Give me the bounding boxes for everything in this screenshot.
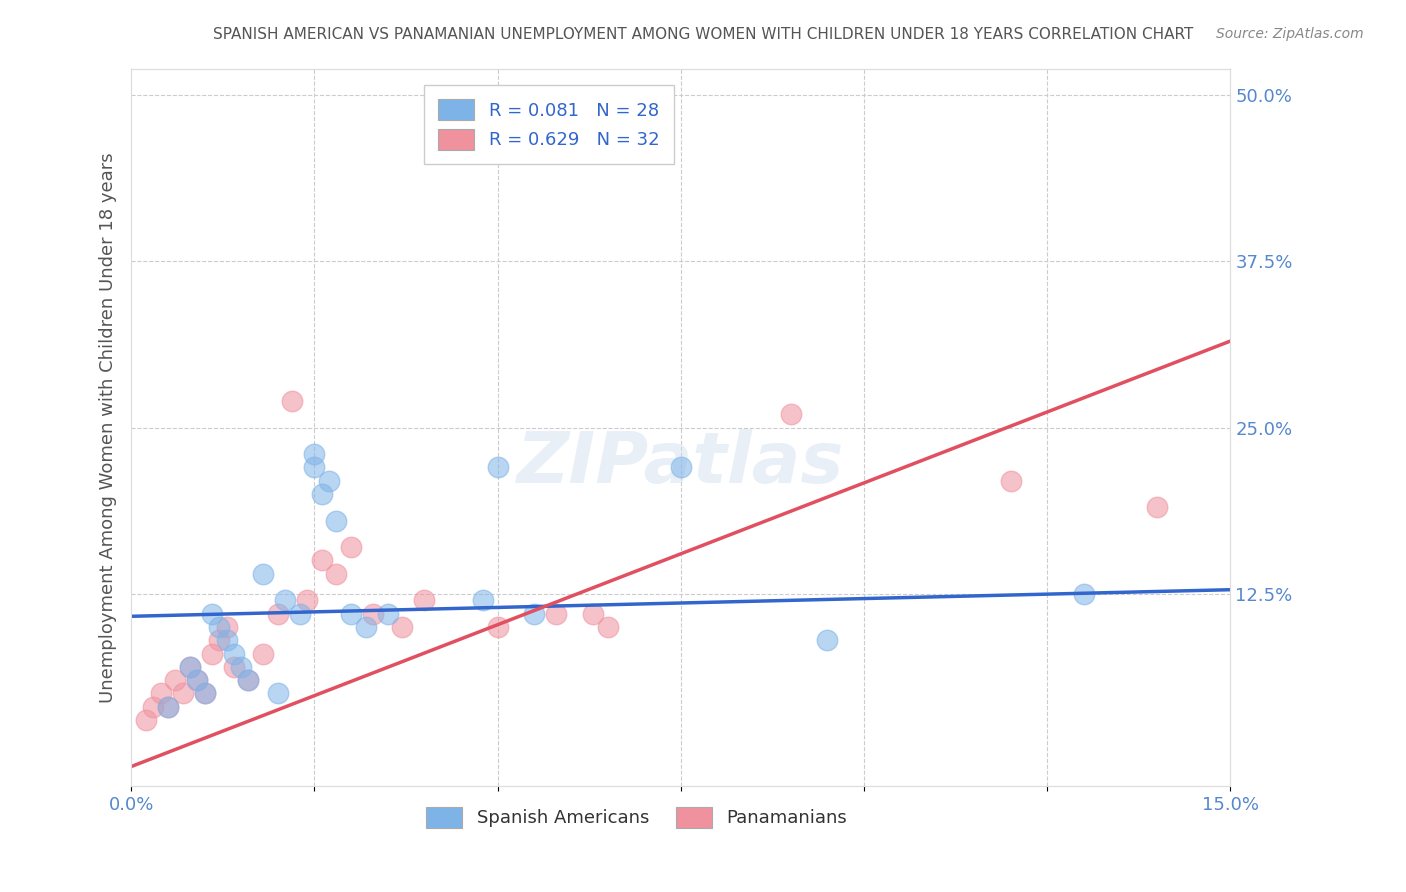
Point xyxy=(596,620,619,634)
Point xyxy=(201,647,224,661)
Point xyxy=(471,593,494,607)
Point xyxy=(1000,474,1022,488)
Point xyxy=(135,713,157,727)
Point xyxy=(1146,500,1168,515)
Point xyxy=(215,620,238,634)
Point xyxy=(311,487,333,501)
Y-axis label: Unemployment Among Women with Children Under 18 years: Unemployment Among Women with Children U… xyxy=(100,153,117,703)
Point xyxy=(464,141,486,155)
Point xyxy=(201,607,224,621)
Point xyxy=(295,593,318,607)
Point xyxy=(231,660,253,674)
Point xyxy=(267,607,290,621)
Point xyxy=(779,407,801,421)
Point xyxy=(238,673,260,687)
Point xyxy=(186,673,208,687)
Point xyxy=(193,686,215,700)
Point xyxy=(340,607,363,621)
Point xyxy=(281,393,304,408)
Point xyxy=(318,474,340,488)
Point xyxy=(486,620,509,634)
Point xyxy=(1073,587,1095,601)
Point xyxy=(156,699,179,714)
Point xyxy=(172,686,194,700)
Text: ZIPatlas: ZIPatlas xyxy=(517,429,845,498)
Point xyxy=(252,647,274,661)
Point xyxy=(486,460,509,475)
Point xyxy=(340,540,363,554)
Point xyxy=(325,566,347,581)
Point xyxy=(142,699,165,714)
Point xyxy=(354,620,377,634)
Point xyxy=(377,607,399,621)
Point xyxy=(815,633,838,648)
Point xyxy=(156,699,179,714)
Point xyxy=(165,673,187,687)
Point xyxy=(238,673,260,687)
Point xyxy=(582,607,605,621)
Point xyxy=(186,673,208,687)
Point xyxy=(311,553,333,567)
Point xyxy=(413,593,436,607)
Point xyxy=(193,686,215,700)
Point xyxy=(523,607,546,621)
Point xyxy=(252,566,274,581)
Point xyxy=(222,647,245,661)
Point xyxy=(546,607,568,621)
Point xyxy=(361,607,384,621)
Point xyxy=(208,633,231,648)
Text: Source: ZipAtlas.com: Source: ZipAtlas.com xyxy=(1216,27,1364,41)
Point xyxy=(222,660,245,674)
Point xyxy=(179,660,201,674)
Point xyxy=(288,607,311,621)
Point xyxy=(304,447,326,461)
Text: SPANISH AMERICAN VS PANAMANIAN UNEMPLOYMENT AMONG WOMEN WITH CHILDREN UNDER 18 Y: SPANISH AMERICAN VS PANAMANIAN UNEMPLOYM… xyxy=(212,27,1194,42)
Point xyxy=(669,460,692,475)
Point xyxy=(391,620,413,634)
Point xyxy=(267,686,290,700)
Point xyxy=(215,633,238,648)
Point xyxy=(179,660,201,674)
Point xyxy=(149,686,172,700)
Point xyxy=(304,460,326,475)
Point xyxy=(208,620,231,634)
Point xyxy=(274,593,297,607)
Point xyxy=(325,514,347,528)
Legend: Spanish Americans, Panamanians: Spanish Americans, Panamanians xyxy=(419,799,855,835)
